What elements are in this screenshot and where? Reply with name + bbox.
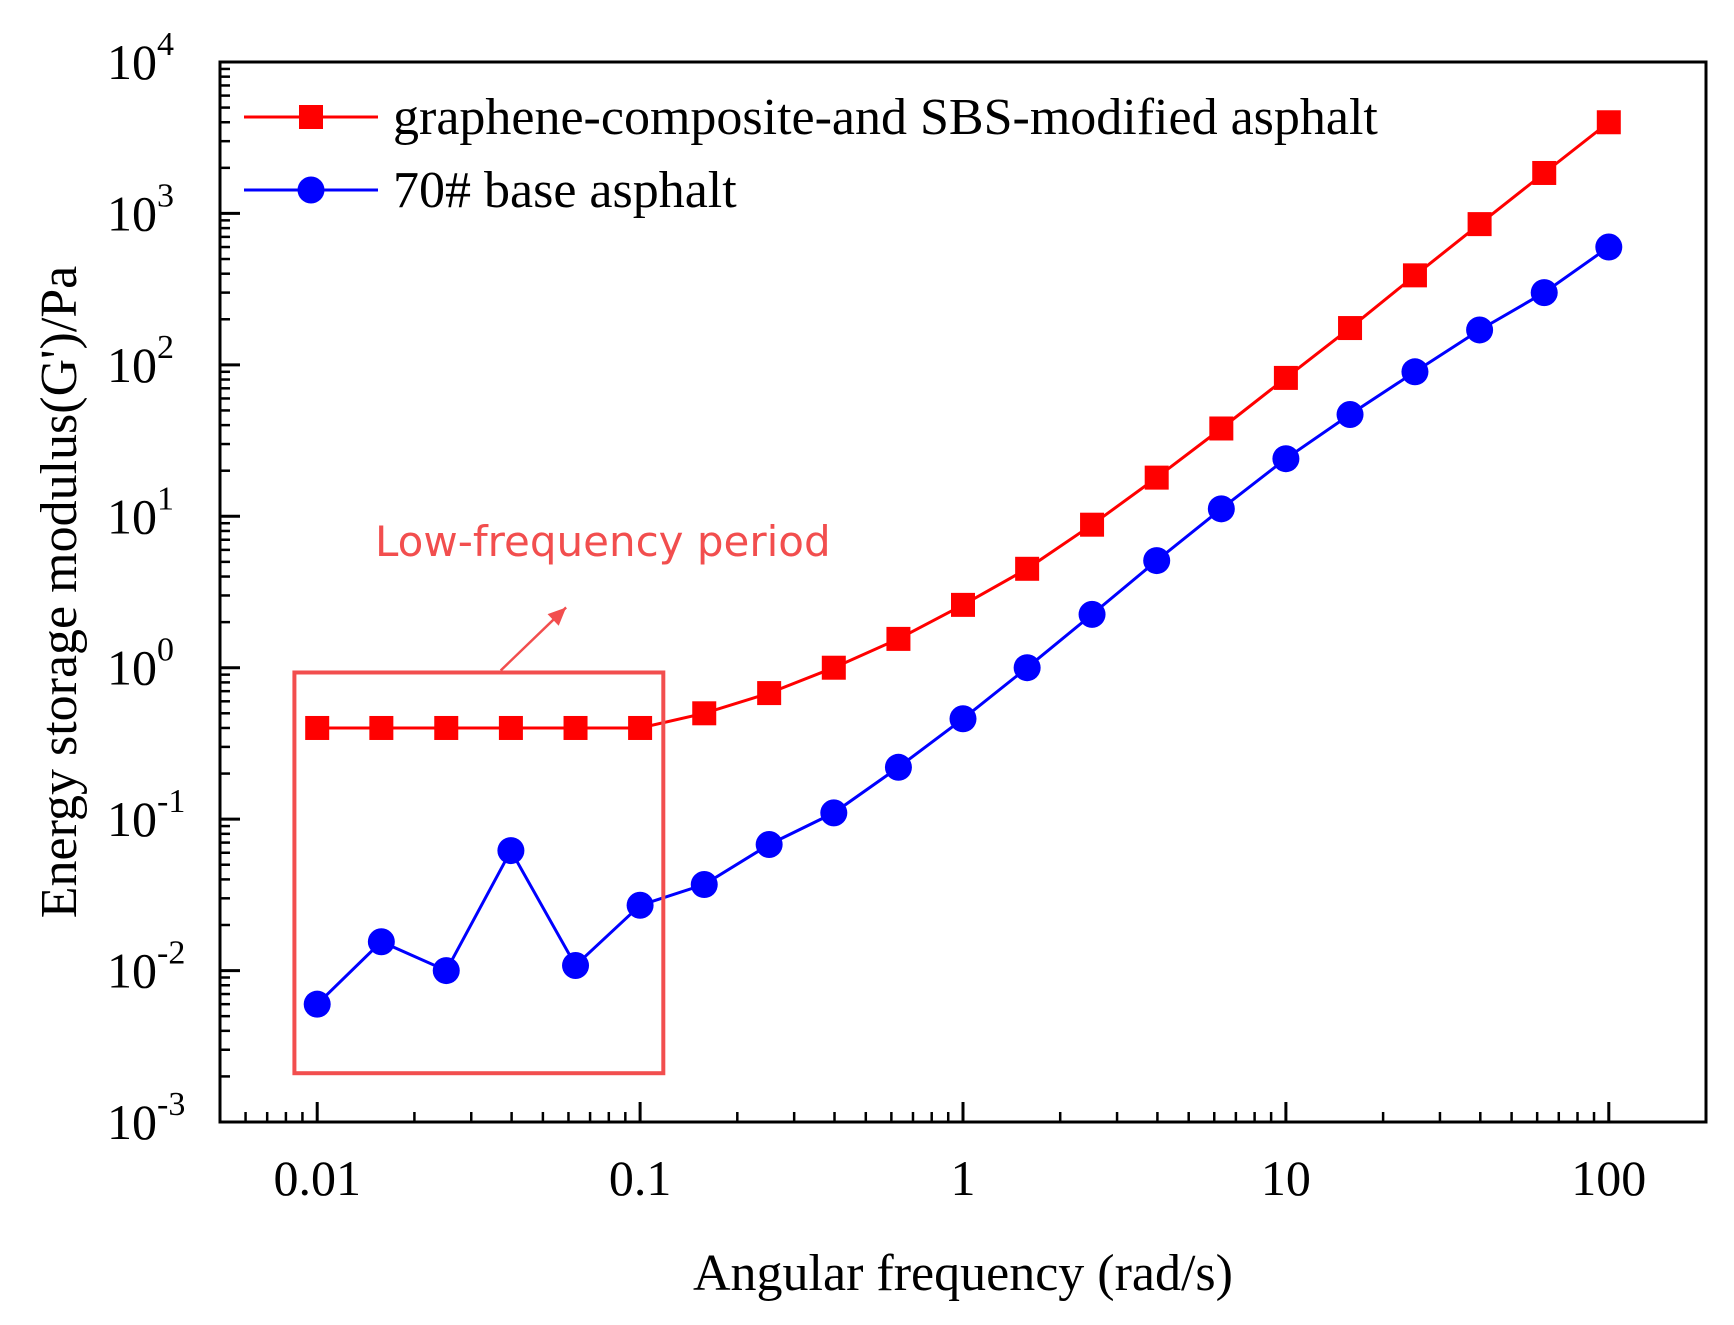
y-tick-label: 103 bbox=[107, 177, 174, 241]
data-point bbox=[1272, 445, 1300, 473]
data-point bbox=[562, 952, 590, 980]
data-point bbox=[1532, 160, 1557, 185]
legend-label: 70# base asphalt bbox=[393, 162, 737, 219]
data-point bbox=[1595, 233, 1623, 261]
x-tick-label: 1 bbox=[951, 1150, 976, 1206]
data-point bbox=[1013, 654, 1041, 682]
x-axis-title: Angular frequency (rad/s) bbox=[693, 1245, 1233, 1302]
data-point bbox=[1015, 556, 1040, 581]
data-point bbox=[1467, 212, 1492, 237]
data-point bbox=[757, 681, 782, 706]
annotation-label: Low-frequency period bbox=[375, 517, 831, 566]
y-tick-label: 102 bbox=[107, 329, 174, 393]
data-point bbox=[1338, 316, 1363, 341]
data-point bbox=[1143, 547, 1171, 575]
y-tick-label: 10-2 bbox=[107, 935, 185, 999]
y-tick-label: 10-3 bbox=[107, 1086, 185, 1150]
data-point bbox=[886, 626, 911, 651]
data-point bbox=[626, 891, 654, 919]
data-point bbox=[432, 957, 460, 985]
data-point bbox=[563, 715, 588, 740]
data-point bbox=[1402, 263, 1427, 288]
x-tick-label: 10 bbox=[1261, 1150, 1311, 1206]
data-point bbox=[369, 715, 394, 740]
data-point bbox=[692, 701, 717, 726]
data-point bbox=[821, 655, 846, 680]
data-point bbox=[1401, 358, 1429, 386]
data-point bbox=[303, 990, 331, 1018]
annotation-arrowhead bbox=[547, 607, 567, 626]
data-point bbox=[1530, 279, 1558, 307]
series-2 bbox=[303, 233, 1623, 1018]
x-tick-labels: 0.01 0.1 1 10 100 bbox=[273, 1150, 1646, 1206]
low-frequency-box bbox=[292, 670, 666, 1076]
data-point bbox=[884, 753, 912, 781]
y-tick-label: 100 bbox=[107, 632, 174, 696]
data-point bbox=[949, 705, 977, 733]
x-tick-label: 0.1 bbox=[609, 1150, 672, 1206]
data-point bbox=[434, 715, 459, 740]
data-point bbox=[1209, 416, 1234, 441]
plot-frame bbox=[218, 60, 1708, 1124]
data-point bbox=[690, 871, 718, 899]
data-point bbox=[1596, 110, 1621, 135]
annotation-layer: Low-frequency period bbox=[292, 517, 831, 1076]
data-point bbox=[367, 928, 395, 956]
y-tick-labels: 10-3 10-2 10-1 100 101 102 103 104 bbox=[107, 26, 185, 1150]
data-point bbox=[1336, 401, 1364, 429]
data-point bbox=[755, 831, 783, 859]
legend-marker bbox=[299, 105, 323, 129]
series-layer bbox=[303, 110, 1623, 1018]
data-point bbox=[497, 837, 525, 865]
data-point bbox=[498, 715, 523, 740]
legend-marker bbox=[297, 176, 325, 204]
data-point bbox=[1207, 495, 1235, 523]
data-point bbox=[820, 799, 848, 827]
y-tick-label: 10-1 bbox=[107, 783, 185, 847]
legend: graphene-composite-and SBS-modified asph… bbox=[244, 89, 1378, 219]
data-point bbox=[628, 715, 653, 740]
data-point bbox=[1273, 365, 1298, 390]
series-1 bbox=[305, 110, 1621, 740]
x-tick-label: 0.01 bbox=[273, 1150, 361, 1206]
data-point bbox=[1466, 316, 1494, 344]
data-point bbox=[1078, 600, 1106, 628]
x-tick-label: 100 bbox=[1571, 1150, 1646, 1206]
legend-label: graphene-composite-and SBS-modified asph… bbox=[393, 89, 1378, 146]
data-point bbox=[305, 715, 330, 740]
major-ticks bbox=[220, 60, 1611, 1124]
y-tick-label: 101 bbox=[107, 480, 174, 544]
data-point bbox=[1080, 512, 1105, 537]
y-tick-label: 104 bbox=[107, 26, 174, 90]
data-point bbox=[951, 592, 975, 617]
data-point bbox=[1144, 465, 1169, 490]
y-axis-title: Energy storage modulus(G')/Pa bbox=[31, 266, 88, 919]
